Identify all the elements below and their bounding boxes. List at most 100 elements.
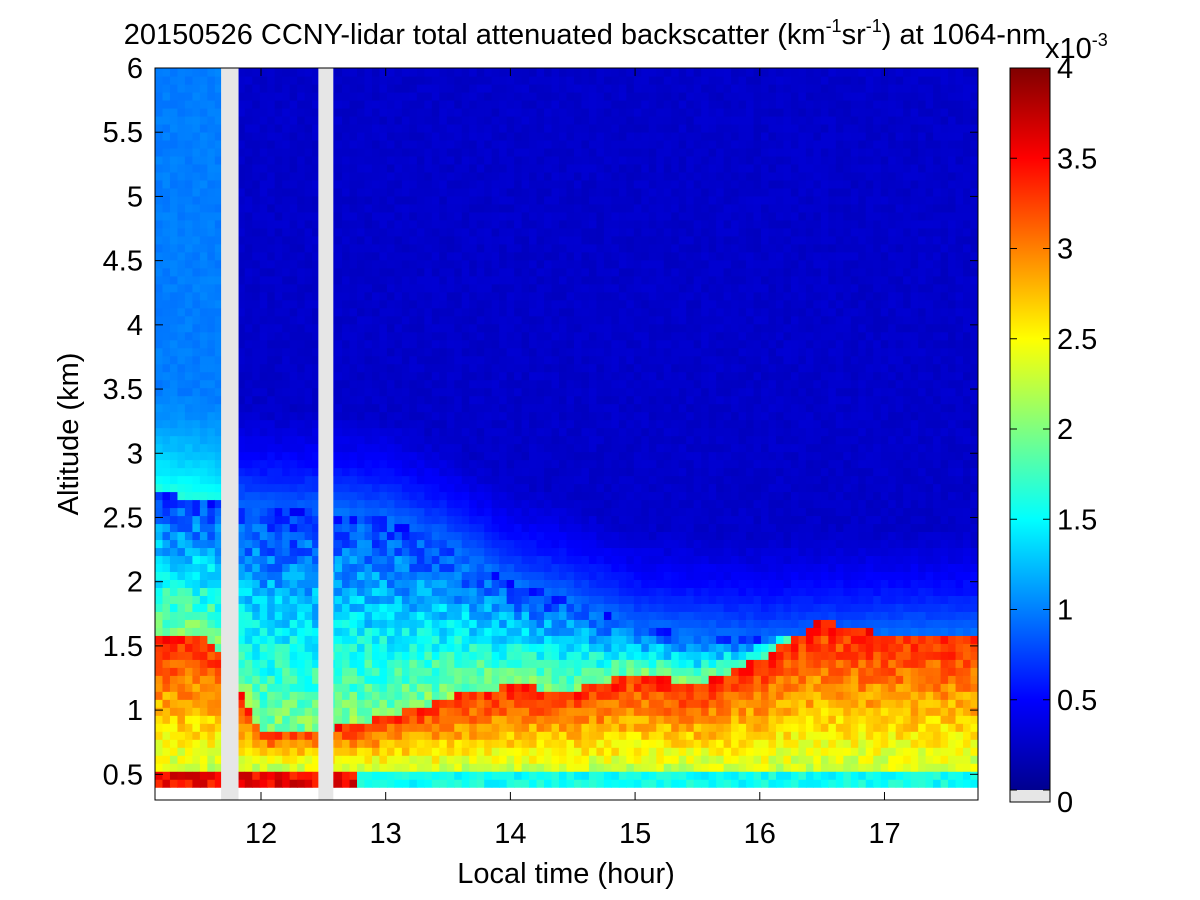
heatmap-cell <box>274 707 283 716</box>
heatmap-cell <box>476 211 485 221</box>
heatmap-cell <box>544 371 553 381</box>
heatmap-cell <box>334 739 343 748</box>
heatmap-cell <box>207 763 216 772</box>
heatmap-cell <box>371 347 381 357</box>
heatmap-cell <box>357 595 366 604</box>
heatmap-cell <box>416 547 425 557</box>
heatmap-cell <box>357 139 366 149</box>
heatmap-cell <box>469 595 478 604</box>
heatmap-cell <box>469 179 478 189</box>
heatmap-cell <box>521 187 530 197</box>
heatmap-cell <box>267 379 276 389</box>
heatmap-cell <box>177 355 186 365</box>
heatmap-cell <box>544 523 553 533</box>
heatmap-cell <box>476 491 485 501</box>
heatmap-cell <box>357 171 366 181</box>
heatmap-cell <box>409 643 418 652</box>
heatmap-cell <box>289 203 298 213</box>
heatmap-cell <box>192 443 201 453</box>
heatmap-cell <box>506 251 515 261</box>
heatmap-cell <box>267 475 276 485</box>
heatmap-cell <box>364 571 373 580</box>
heatmap-cell <box>514 739 523 748</box>
heatmap-cell <box>252 771 261 780</box>
heatmap-cell <box>454 267 463 277</box>
heatmap-cell <box>446 539 455 549</box>
heatmap-cell <box>559 467 568 477</box>
heatmap-cell <box>551 475 560 485</box>
heatmap-cell <box>386 403 396 413</box>
heatmap-cell <box>289 427 298 437</box>
heatmap-cell <box>297 515 306 525</box>
heatmap-cell <box>379 163 388 173</box>
heatmap-cell <box>162 315 171 325</box>
heatmap-cell <box>312 419 321 429</box>
heatmap-cell <box>342 643 351 652</box>
heatmap-cell <box>551 187 560 197</box>
heatmap-cell <box>177 203 186 213</box>
heatmap-cell <box>544 707 553 716</box>
heatmap-cell <box>364 531 373 541</box>
heatmap-cell <box>282 627 291 636</box>
heatmap-cell <box>461 331 470 341</box>
heatmap-cell <box>289 571 298 580</box>
heatmap-cell <box>334 371 343 381</box>
heatmap-cell <box>297 691 306 700</box>
heatmap-cell <box>424 707 433 716</box>
heatmap-cell <box>289 507 298 517</box>
heatmap-cell <box>207 691 216 700</box>
heatmap-cell <box>394 419 403 429</box>
heatmap-cell <box>192 235 201 245</box>
heatmap-cell <box>371 627 381 636</box>
heatmap-cell <box>304 595 313 604</box>
heatmap-cell <box>484 83 493 93</box>
heatmap-cell <box>424 763 433 772</box>
heatmap-cell <box>499 403 508 413</box>
heatmap-cell <box>379 651 388 660</box>
heatmap-cell <box>282 275 291 285</box>
heatmap-cell <box>559 723 568 732</box>
heatmap-cell <box>312 531 321 541</box>
heatmap-cell <box>424 539 433 549</box>
heatmap-cell <box>237 203 246 213</box>
heatmap-cell <box>446 171 455 181</box>
heatmap-cell <box>192 227 201 237</box>
heatmap-cell <box>529 123 538 133</box>
heatmap-cell <box>349 195 358 205</box>
heatmap-cell <box>155 635 164 644</box>
heatmap-cell <box>304 91 313 101</box>
heatmap-cell <box>544 603 553 612</box>
heatmap-cell <box>469 331 478 341</box>
heatmap-cell <box>214 659 223 668</box>
heatmap-cell <box>454 475 463 485</box>
heatmap-cell <box>199 147 208 157</box>
heatmap-cell <box>199 307 208 317</box>
heatmap-cell <box>214 251 223 261</box>
heatmap-cell <box>446 603 455 612</box>
heatmap-cell <box>371 699 381 708</box>
heatmap-cell <box>424 699 433 708</box>
heatmap-cell <box>416 579 425 588</box>
heatmap-cell <box>499 68 508 77</box>
heatmap-cell <box>401 659 410 668</box>
heatmap-cell <box>476 323 485 333</box>
heatmap-cell <box>162 555 171 565</box>
heatmap-cell <box>499 651 508 660</box>
heatmap-cell <box>469 243 478 253</box>
heatmap-cell <box>566 643 575 652</box>
heatmap-cell <box>184 715 194 724</box>
heatmap-cell <box>446 267 455 277</box>
heatmap-cell <box>259 83 268 93</box>
heatmap-cell <box>394 691 403 700</box>
heatmap-cell <box>349 755 358 764</box>
heatmap-cell <box>371 579 381 588</box>
heatmap-cell <box>491 355 500 365</box>
heatmap-cell <box>297 587 306 596</box>
heatmap-cell <box>416 419 425 429</box>
heatmap-cell <box>469 275 478 285</box>
heatmap-cell <box>559 171 568 181</box>
heatmap-cell <box>282 659 291 668</box>
heatmap-cell <box>424 99 433 109</box>
heatmap-cell <box>439 619 448 628</box>
heatmap-cell <box>424 547 433 557</box>
